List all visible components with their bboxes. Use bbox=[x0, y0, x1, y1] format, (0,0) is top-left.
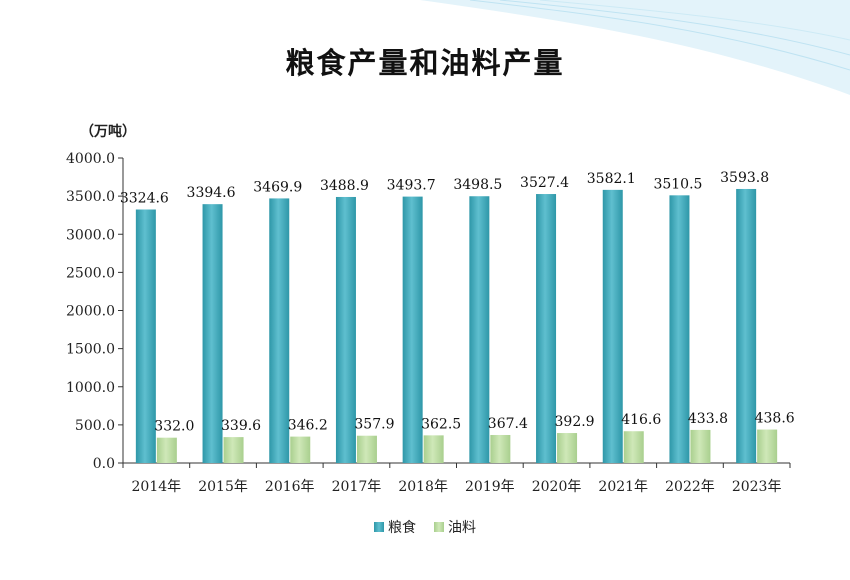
bar-oil bbox=[423, 435, 444, 463]
legend-swatch-grain bbox=[374, 522, 384, 532]
bar-oil bbox=[557, 433, 578, 463]
data-label-grain: 3527.4 bbox=[520, 175, 569, 191]
x-tick-label: 2023年 bbox=[732, 479, 782, 495]
x-tick-label: 2022年 bbox=[665, 479, 715, 495]
data-label-grain: 3324.6 bbox=[120, 190, 169, 206]
data-label-grain: 3498.5 bbox=[453, 177, 502, 193]
legend-swatch-oil bbox=[434, 522, 444, 532]
y-tick-label: 3500.0 bbox=[66, 189, 115, 205]
x-tick-label: 2017年 bbox=[332, 479, 382, 495]
bar-grain bbox=[736, 188, 757, 463]
legend: 粮食 油料 bbox=[0, 517, 850, 537]
bar-oil bbox=[490, 434, 511, 463]
bar-oil bbox=[290, 436, 311, 463]
data-label-oil: 346.2 bbox=[288, 418, 328, 434]
data-label-oil: 392.9 bbox=[555, 414, 595, 430]
bar-grain bbox=[269, 198, 290, 464]
data-label-grain: 3510.5 bbox=[653, 176, 702, 192]
bar-grain bbox=[402, 196, 423, 463]
data-label-oil: 357.9 bbox=[354, 417, 394, 433]
y-tick-label: 1500.0 bbox=[66, 342, 115, 358]
bar-oil bbox=[690, 429, 711, 463]
x-tick-label: 2021年 bbox=[598, 479, 648, 495]
x-tick-label: 2020年 bbox=[532, 479, 582, 495]
data-label-oil: 339.6 bbox=[221, 418, 261, 434]
bar-grain bbox=[135, 209, 156, 463]
data-label-grain: 3488.9 bbox=[320, 178, 369, 194]
bar-grain bbox=[202, 204, 223, 463]
legend-item-grain: 粮食 bbox=[374, 517, 416, 537]
x-tick-label: 2015年 bbox=[198, 479, 248, 495]
legend-item-oil: 油料 bbox=[434, 517, 476, 537]
data-label-grain: 3493.7 bbox=[387, 178, 436, 194]
y-tick-label: 2500.0 bbox=[66, 265, 115, 281]
y-tick-label: 500.0 bbox=[75, 418, 115, 434]
y-axis-unit-label: （万吨） bbox=[80, 124, 136, 140]
x-tick-label: 2014年 bbox=[132, 479, 182, 495]
y-tick-label: 3000.0 bbox=[66, 227, 115, 243]
data-label-oil: 367.4 bbox=[488, 416, 528, 432]
data-label-oil: 362.5 bbox=[421, 416, 461, 432]
data-label-oil: 438.6 bbox=[755, 411, 795, 427]
data-label-oil: 433.8 bbox=[688, 411, 728, 427]
bar-oil bbox=[623, 431, 644, 463]
data-label-grain: 3394.6 bbox=[187, 185, 236, 201]
legend-label-oil: 油料 bbox=[448, 520, 476, 536]
data-label-grain: 3469.9 bbox=[253, 179, 302, 195]
x-tick-label: 2019年 bbox=[465, 479, 515, 495]
decorative-wave bbox=[420, 0, 850, 95]
legend-label-grain: 粮食 bbox=[388, 520, 416, 536]
bar-grain bbox=[536, 194, 557, 463]
x-tick-label: 2016年 bbox=[265, 479, 315, 495]
bar-grain bbox=[469, 196, 490, 463]
chart-title: 粮食产量和油料产量 bbox=[285, 46, 565, 80]
data-label-oil: 332.0 bbox=[154, 419, 194, 435]
data-label-grain: 3582.1 bbox=[587, 171, 636, 187]
bar-grain bbox=[335, 196, 356, 463]
bar-oil bbox=[356, 435, 377, 463]
bar-oil bbox=[223, 437, 244, 463]
y-tick-label: 1000.0 bbox=[66, 380, 115, 396]
bar-oil bbox=[757, 429, 778, 463]
x-tick-label: 2018年 bbox=[398, 479, 448, 495]
y-tick-label: 0.0 bbox=[93, 456, 115, 472]
bar-oil bbox=[156, 437, 177, 463]
bar-grain bbox=[602, 189, 623, 463]
bar-grain bbox=[669, 195, 690, 463]
y-tick-label: 4000.0 bbox=[66, 151, 115, 167]
data-label-oil: 416.6 bbox=[621, 412, 661, 428]
y-tick-label: 2000.0 bbox=[66, 304, 115, 320]
data-label-grain: 3593.8 bbox=[720, 170, 769, 186]
